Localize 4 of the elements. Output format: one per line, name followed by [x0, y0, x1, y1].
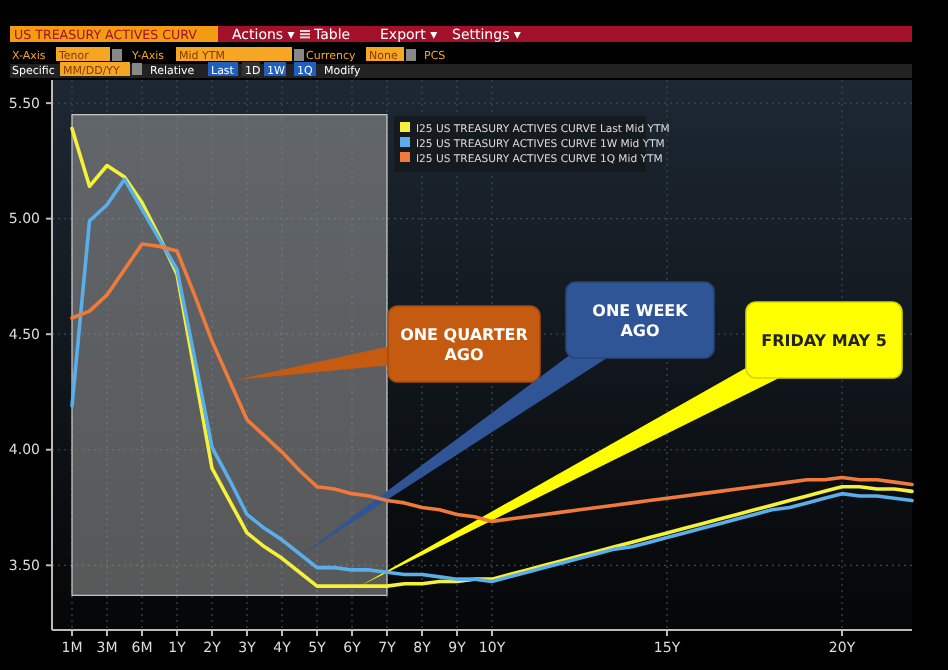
annotation: FRIDAY MAY 5	[761, 332, 888, 350]
annotation: ONE WEEK AGO	[592, 302, 690, 340]
line-series	[70, 242, 914, 524]
annotation: ONE QUARTER AGO	[400, 326, 528, 364]
